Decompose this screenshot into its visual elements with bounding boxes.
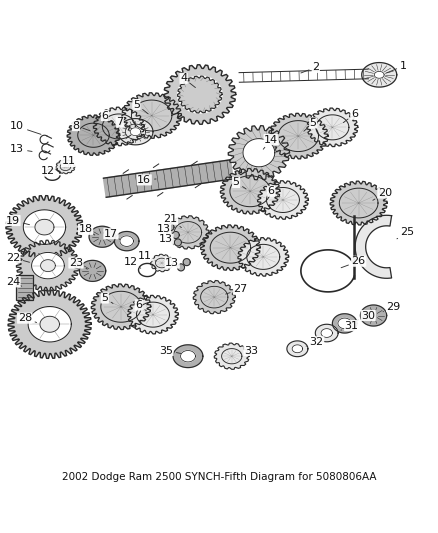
Polygon shape: [268, 114, 327, 159]
Text: 5: 5: [133, 100, 148, 114]
Polygon shape: [163, 65, 235, 124]
Polygon shape: [173, 345, 202, 368]
Polygon shape: [329, 181, 386, 225]
Polygon shape: [177, 264, 184, 271]
Text: 16: 16: [137, 175, 155, 185]
Polygon shape: [180, 351, 195, 362]
Polygon shape: [6, 196, 83, 259]
Polygon shape: [67, 115, 120, 155]
Polygon shape: [361, 62, 396, 87]
Text: 13: 13: [165, 258, 179, 268]
Text: 12: 12: [41, 166, 55, 176]
Text: 6: 6: [267, 186, 279, 197]
Polygon shape: [89, 226, 115, 247]
Text: 19: 19: [6, 215, 29, 225]
Polygon shape: [306, 108, 357, 147]
Polygon shape: [122, 93, 181, 138]
Polygon shape: [337, 318, 350, 329]
Polygon shape: [79, 261, 106, 281]
Polygon shape: [242, 139, 274, 167]
Polygon shape: [120, 236, 133, 246]
Polygon shape: [360, 305, 386, 326]
Polygon shape: [40, 260, 55, 272]
Text: 4: 4: [180, 74, 195, 87]
Text: 25: 25: [396, 228, 414, 239]
Text: 20: 20: [372, 188, 391, 200]
Polygon shape: [220, 168, 279, 214]
Text: 11: 11: [138, 251, 155, 261]
Polygon shape: [28, 306, 71, 342]
Text: 10: 10: [11, 122, 41, 134]
Text: 30: 30: [355, 311, 374, 321]
Text: 12: 12: [124, 257, 141, 268]
Polygon shape: [103, 160, 233, 197]
Text: 8: 8: [72, 120, 90, 131]
Polygon shape: [16, 240, 79, 291]
Polygon shape: [172, 231, 179, 238]
Text: 21: 21: [163, 214, 181, 228]
Polygon shape: [228, 126, 289, 180]
Text: 6: 6: [343, 109, 357, 123]
Text: 35: 35: [159, 345, 180, 356]
Text: 17: 17: [104, 229, 120, 239]
Text: 18: 18: [78, 224, 95, 235]
Polygon shape: [127, 295, 178, 334]
Polygon shape: [193, 280, 235, 314]
Text: 2002 Dodge Ram 2500 SYNCH-Fifth Diagram for 5080806AA: 2002 Dodge Ram 2500 SYNCH-Fifth Diagram …: [62, 472, 376, 482]
Polygon shape: [200, 225, 260, 270]
Polygon shape: [40, 316, 59, 332]
Polygon shape: [177, 76, 222, 113]
Text: 7: 7: [116, 117, 131, 128]
Polygon shape: [177, 76, 222, 113]
Polygon shape: [291, 345, 302, 353]
Polygon shape: [332, 314, 356, 333]
Text: 5: 5: [101, 293, 113, 303]
Text: 31: 31: [340, 320, 358, 330]
Text: 14: 14: [263, 135, 278, 149]
Text: 29: 29: [382, 302, 400, 312]
Text: 13: 13: [159, 235, 173, 244]
Text: 2: 2: [300, 62, 318, 73]
Text: 27: 27: [225, 284, 247, 294]
Polygon shape: [118, 118, 152, 145]
Text: 5: 5: [232, 177, 245, 189]
Polygon shape: [314, 324, 337, 342]
Polygon shape: [257, 181, 307, 219]
Polygon shape: [114, 231, 139, 251]
Polygon shape: [150, 254, 173, 272]
Text: 13: 13: [156, 224, 171, 235]
Text: 5: 5: [303, 118, 316, 131]
Polygon shape: [93, 107, 144, 146]
Text: 24: 24: [6, 277, 21, 287]
Polygon shape: [174, 239, 181, 246]
Polygon shape: [166, 216, 208, 249]
Text: 28: 28: [18, 313, 36, 323]
Text: 6: 6: [135, 300, 146, 311]
Polygon shape: [130, 128, 141, 136]
Polygon shape: [91, 284, 150, 329]
Polygon shape: [214, 343, 249, 369]
Polygon shape: [183, 259, 190, 265]
Text: 33: 33: [240, 345, 258, 356]
Text: 1: 1: [386, 61, 406, 73]
Text: 32: 32: [305, 337, 323, 347]
Polygon shape: [286, 341, 307, 357]
Text: 23: 23: [69, 258, 87, 269]
Text: 11: 11: [61, 157, 75, 167]
Polygon shape: [23, 210, 66, 245]
FancyBboxPatch shape: [16, 276, 33, 300]
Polygon shape: [354, 215, 391, 278]
Text: 26: 26: [340, 256, 365, 268]
Polygon shape: [56, 160, 75, 174]
Polygon shape: [166, 224, 173, 231]
Polygon shape: [35, 219, 54, 235]
Polygon shape: [32, 253, 64, 279]
Text: 6: 6: [101, 110, 114, 124]
Polygon shape: [8, 290, 91, 358]
Text: 22: 22: [6, 253, 29, 263]
Polygon shape: [320, 329, 332, 337]
Polygon shape: [237, 238, 288, 276]
Polygon shape: [374, 71, 383, 78]
Text: 13: 13: [11, 144, 32, 154]
